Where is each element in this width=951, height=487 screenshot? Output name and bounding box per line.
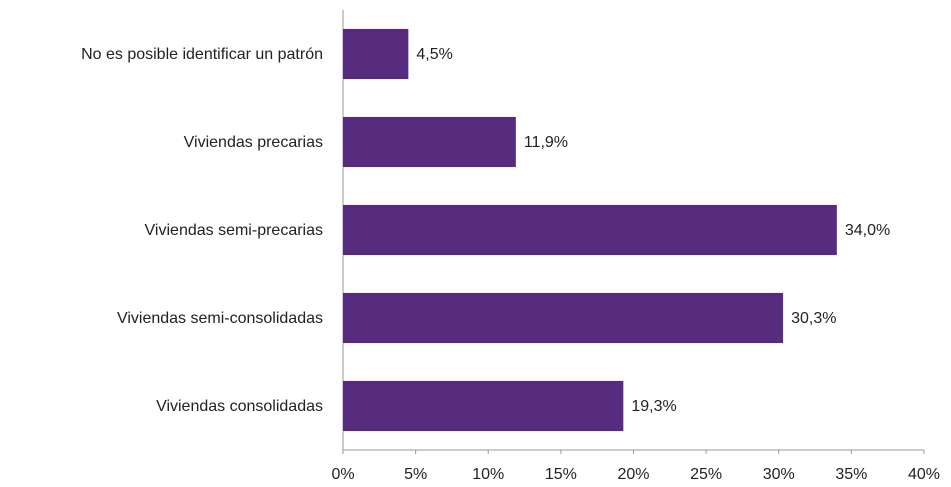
bar bbox=[343, 116, 516, 168]
bar bbox=[343, 292, 784, 344]
y-tick-label: Viviendas semi-consolidadas bbox=[117, 310, 323, 327]
x-tick-label: 10% bbox=[472, 466, 504, 483]
value-label: 19,3% bbox=[631, 398, 676, 415]
x-tick-label: 25% bbox=[690, 466, 722, 483]
x-tick-label: 35% bbox=[835, 466, 867, 483]
x-tick-label: 30% bbox=[763, 466, 795, 483]
bar bbox=[343, 380, 624, 432]
value-label: 34,0% bbox=[845, 222, 890, 239]
bar bbox=[343, 204, 837, 256]
value-label: 30,3% bbox=[791, 310, 836, 327]
x-tick-label: 0% bbox=[331, 466, 354, 483]
value-label: 4,5% bbox=[416, 46, 452, 63]
bar bbox=[343, 28, 409, 80]
x-tick-label: 5% bbox=[404, 466, 427, 483]
value-label: 11,9% bbox=[524, 134, 568, 151]
x-tick-label: 15% bbox=[545, 466, 577, 483]
y-tick-label: Viviendas consolidadas bbox=[156, 398, 323, 415]
y-tick-label: Viviendas semi-precarias bbox=[145, 222, 323, 239]
y-tick-label: Viviendas precarias bbox=[184, 134, 323, 151]
x-tick-label: 40% bbox=[908, 466, 940, 483]
x-tick-label: 20% bbox=[617, 466, 649, 483]
y-tick-label: No es posible identificar un patrón bbox=[81, 46, 323, 63]
